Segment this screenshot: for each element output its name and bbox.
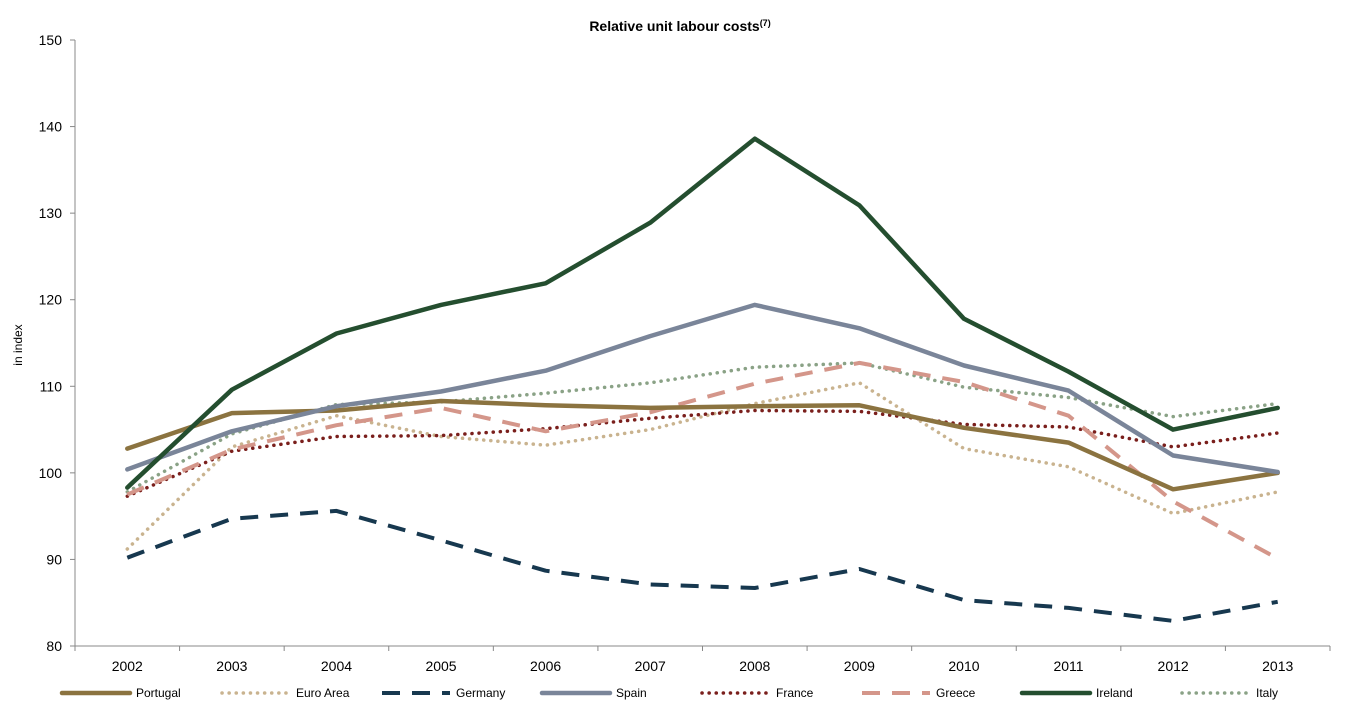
x-tick-label: 2008 <box>739 658 770 674</box>
y-axis-title: in index <box>11 324 25 365</box>
x-tick-label: 2009 <box>844 658 875 674</box>
legend-label-spain: Spain <box>616 686 647 700</box>
x-tick-label: 2004 <box>321 658 352 674</box>
y-tick-label: 100 <box>39 465 63 481</box>
x-tick-label: 2006 <box>530 658 561 674</box>
y-tick-labels: 80 90 100 110 120 130 140 150 <box>39 32 75 654</box>
chart-title-main: Relative unit labour costs <box>589 18 760 34</box>
y-tick-label: 90 <box>46 551 62 567</box>
series-line-ireland <box>125 136 1280 490</box>
series-line-spain <box>125 302 1280 475</box>
legend: Portugal Euro Area Germany Spain France Greec… <box>59 686 1278 700</box>
y-tick-label: 130 <box>39 205 63 221</box>
y-tick-label: 110 <box>40 378 63 394</box>
y-tick-label: 120 <box>39 292 63 308</box>
legend-label-germany: Germany <box>456 686 505 700</box>
chart-title-superscript: (7) <box>760 18 771 28</box>
x-tick-label: 2011 <box>1053 658 1083 674</box>
x-tick-label: 2003 <box>216 658 247 674</box>
y-tick-label: 150 <box>39 32 63 48</box>
legend-label-greece: Greece <box>936 686 976 700</box>
chart-title: Relative unit labour costs(7) <box>589 18 770 34</box>
x-tick-label: 2013 <box>1262 658 1293 674</box>
x-tick-label: 2005 <box>425 658 456 674</box>
x-tick-label: 2012 <box>1158 658 1189 674</box>
series-lines <box>125 136 1280 623</box>
legend-label-france: France <box>776 686 814 700</box>
x-tick-label: 2007 <box>635 658 666 674</box>
series-line-italy <box>125 361 1280 494</box>
y-tick-label: 80 <box>46 638 62 654</box>
legend-label-portugal: Portugal <box>136 686 181 700</box>
series-line-germany <box>126 508 1279 623</box>
series-line-greece <box>126 360 1279 561</box>
x-tick-label: 2010 <box>948 658 979 674</box>
x-tick-labels: 2002 2003 2004 2005 2006 2007 2008 2009 2010 2011… <box>74 646 1331 674</box>
y-tick-label: 140 <box>39 119 63 135</box>
legend-label-italy: Italy <box>1256 686 1278 700</box>
legend-label-euro-area: Euro Area <box>296 686 350 700</box>
series-line-euro-area <box>125 381 1280 551</box>
x-tick-label: 2002 <box>112 658 143 674</box>
legend-label-ireland: Ireland <box>1096 686 1133 700</box>
axes <box>74 40 1330 647</box>
